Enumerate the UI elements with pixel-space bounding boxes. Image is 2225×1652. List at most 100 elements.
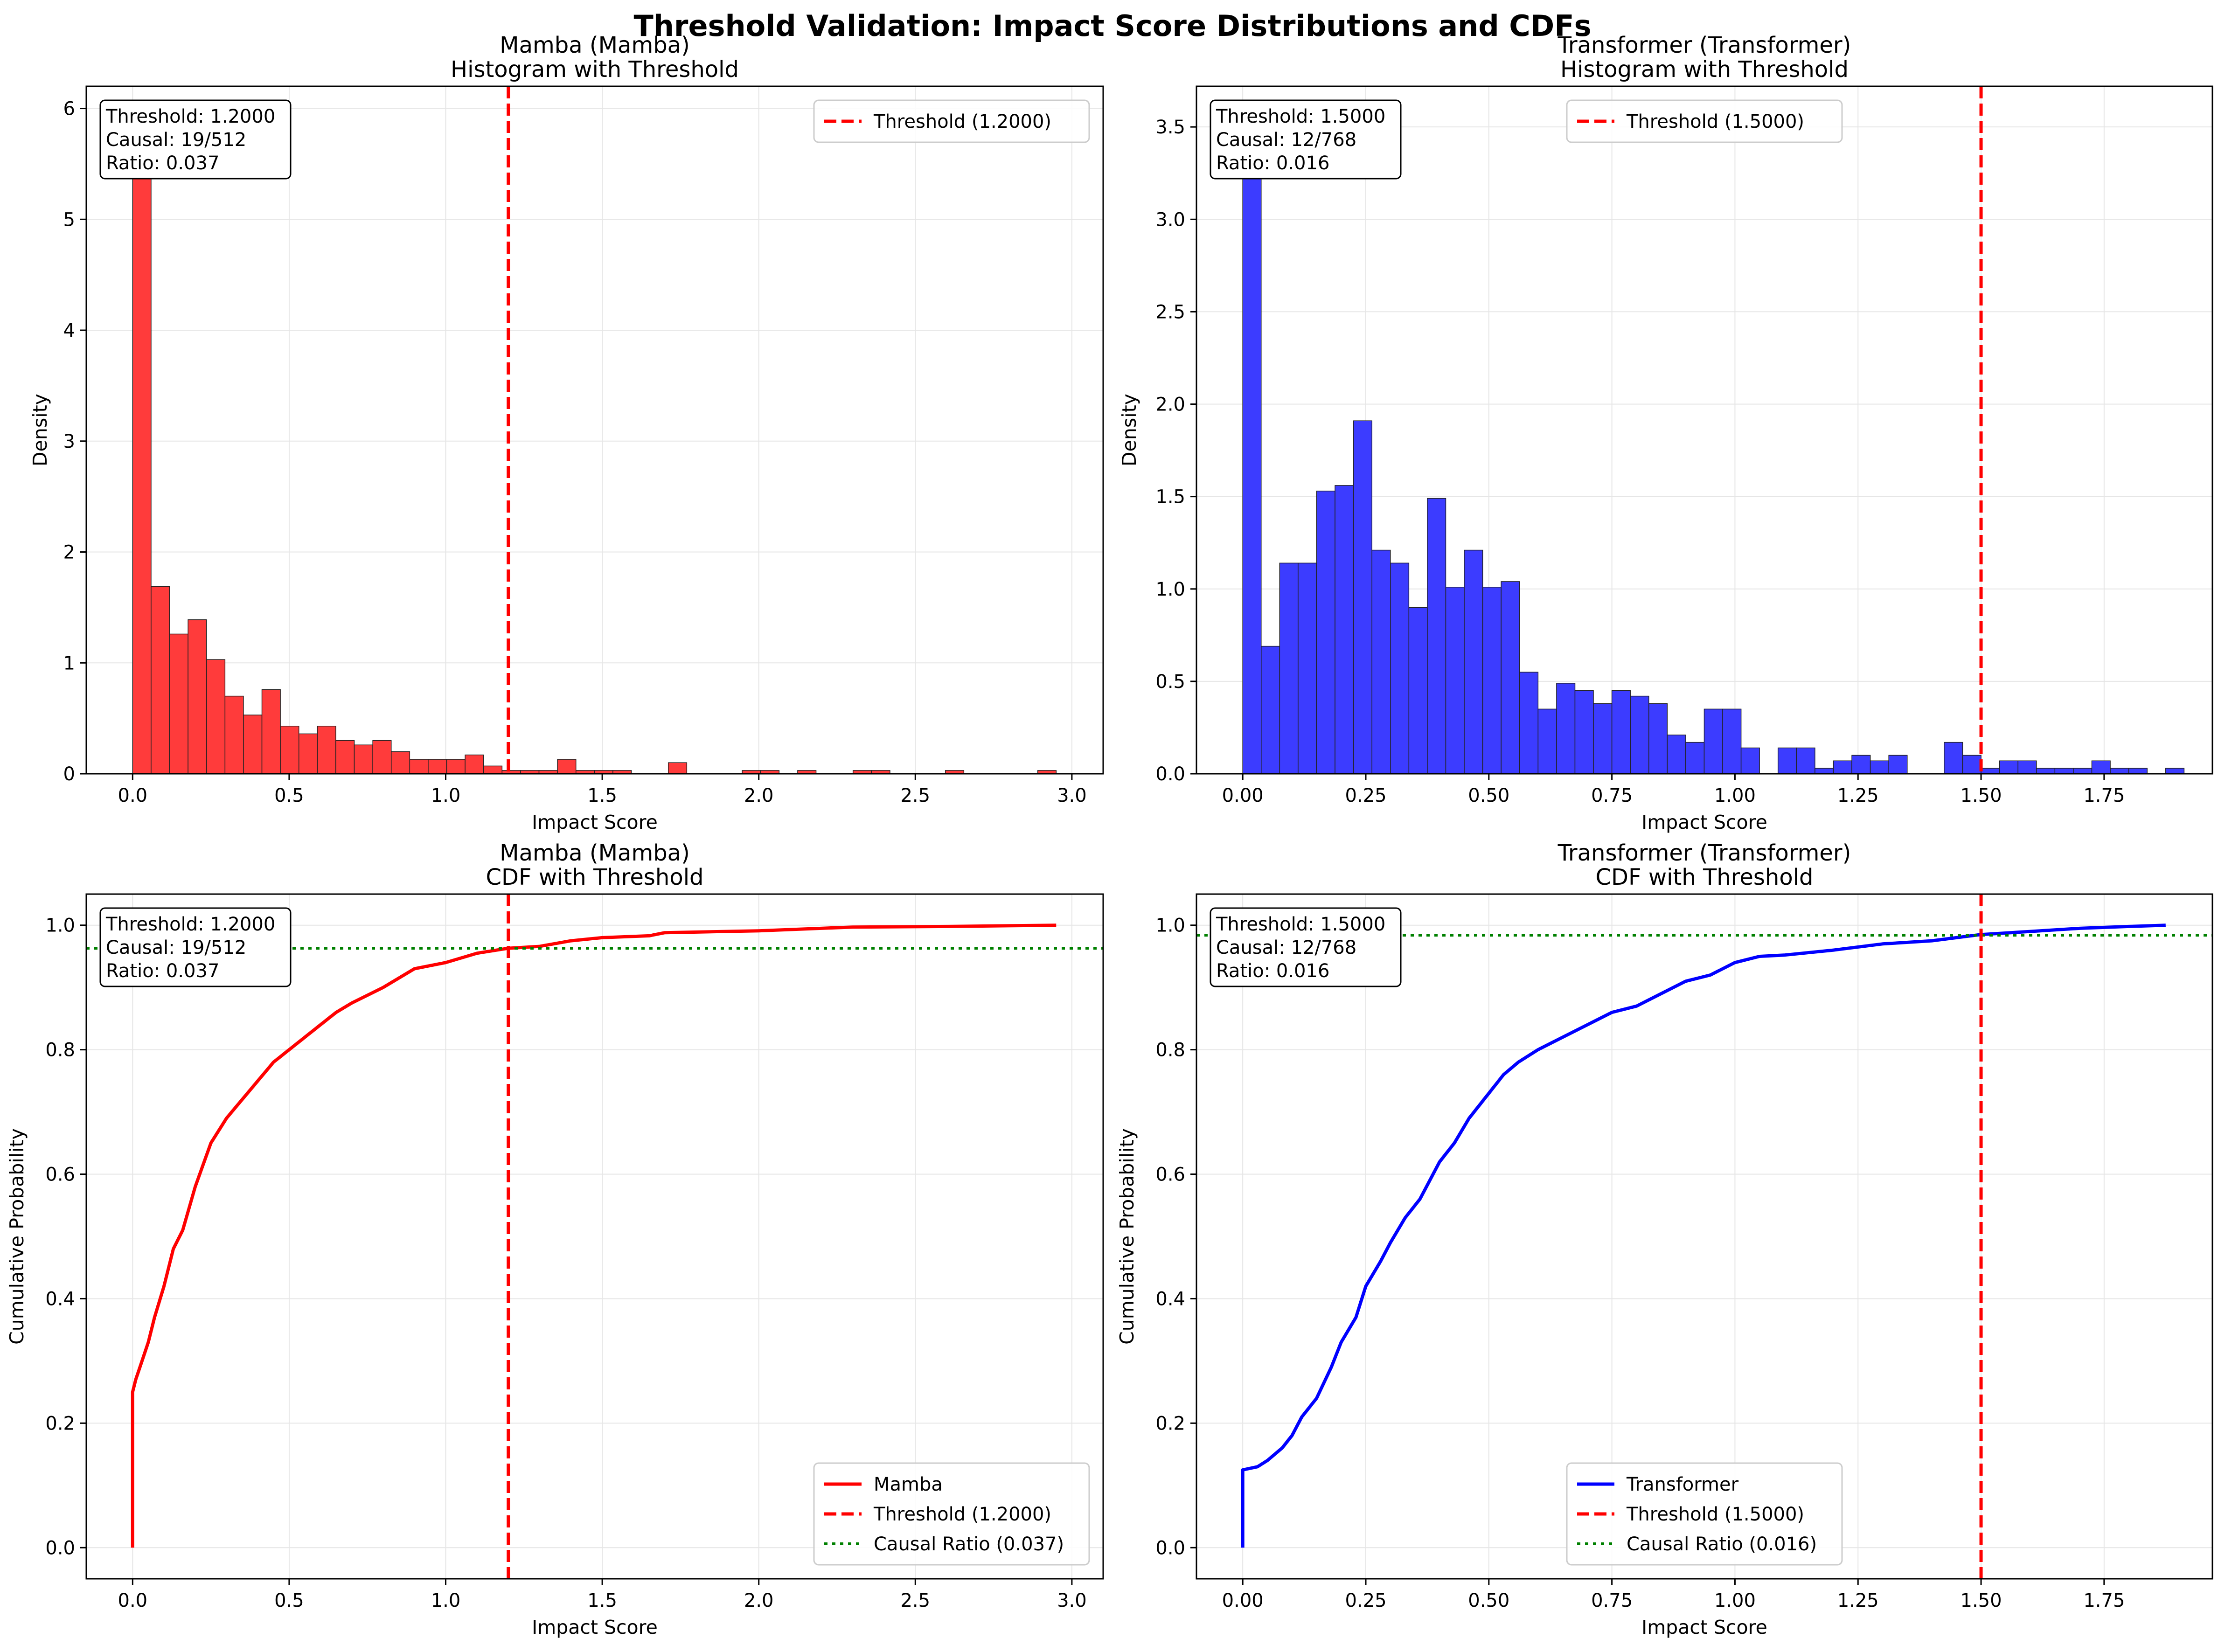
info-box-line: Causal: 19/512 — [106, 937, 246, 958]
histogram-bar — [1445, 587, 1465, 774]
y-tick-label: 1.5 — [1155, 486, 1185, 508]
info-box — [99, 907, 292, 987]
chart-panel-1: 0.00 0.25 0.50 0.75 1.00 1.25 1.50 1.75 0.0 0.5 1.… — [1118, 32, 2213, 833]
panels: 0.0 0.5 1.0 1.5 2.0 2.5 3.0 0 1 2 3 4 5 6 Impact Score… — [6, 32, 2213, 1638]
histogram-bar — [1962, 755, 1982, 774]
x-tick-label: 1.50 — [1961, 785, 2002, 806]
x-tick-label: 1.0 — [431, 785, 461, 806]
histogram-bar — [1870, 760, 1889, 774]
histogram-bar — [2054, 768, 2074, 774]
histogram-bar — [1574, 690, 1594, 774]
histogram-bar — [1630, 695, 1649, 774]
histogram-bar — [1833, 760, 1852, 774]
histogram-bar — [1888, 755, 1908, 774]
histogram-bar — [557, 759, 577, 774]
info-box — [1210, 99, 1402, 180]
histogram-bar — [1796, 747, 1815, 774]
x-tick-label: 1.75 — [2083, 1590, 2125, 1611]
histogram-bar — [2091, 760, 2111, 774]
y-tick-label: 0.6 — [1155, 1164, 1185, 1186]
x-tick-label: 1.0 — [431, 1590, 461, 1611]
x-tick-label: 0.75 — [1591, 785, 1633, 806]
histogram-bar — [409, 759, 429, 774]
x-tick-label: 1.25 — [1837, 785, 1879, 806]
axes-frame — [85, 85, 1104, 775]
x-axis-label: Impact Score — [532, 1616, 658, 1638]
histogram-bar — [2110, 768, 2129, 774]
legend-label: Threshold (1.2000) — [873, 111, 1051, 132]
histogram-bar — [1648, 703, 1668, 774]
y-tick-label: 1.0 — [1155, 579, 1185, 600]
histogram-bar — [1611, 690, 1631, 774]
histogram-bar — [446, 759, 466, 774]
x-tick-label: 1.75 — [2083, 785, 2125, 806]
legend-box — [1566, 99, 1843, 143]
y-tick-label: 0.6 — [45, 1164, 75, 1186]
histogram-bar — [1501, 581, 1520, 774]
legend-label: Threshold (1.5000) — [1626, 1504, 1804, 1525]
histogram-bar — [1279, 562, 1299, 774]
histogram-bar — [390, 751, 410, 774]
info-box-line: Threshold: 1.5000 — [1216, 914, 1385, 935]
info-box-line: Threshold: 1.2000 — [105, 914, 275, 935]
histogram-bar — [760, 770, 780, 774]
cdf-line-0 — [131, 923, 1057, 1548]
histogram-bar — [206, 659, 226, 774]
histogram-bar — [188, 619, 207, 774]
y-axis-label: Density — [1118, 394, 1140, 466]
y-axis-label: Density — [29, 394, 51, 466]
y-tick-label: 6 — [63, 98, 75, 120]
histogram-bar — [2017, 760, 2037, 774]
x-tick-label: 1.5 — [587, 785, 617, 806]
x-tick-label: 1.50 — [1961, 1590, 2002, 1611]
y-tick-label: 0.0 — [1155, 764, 1185, 785]
x-tick-label: 2.5 — [900, 785, 930, 806]
histogram-bar — [1261, 646, 1280, 774]
histogram-bar — [1464, 549, 1483, 774]
histogram-bar — [243, 715, 263, 774]
data-layer — [132, 86, 1057, 774]
y-tick-label: 1.0 — [45, 915, 75, 937]
histogram-bar — [1815, 768, 1834, 774]
y-tick-label: 4 — [63, 320, 75, 341]
chart-title-line: Histogram with Threshold — [451, 56, 739, 83]
chart-title-line: Transformer (Transformer) — [1558, 840, 1851, 866]
y-tick-label: 2 — [63, 542, 75, 563]
y-tick-label: 0.4 — [45, 1288, 75, 1310]
histogram-bar — [1037, 770, 1057, 774]
legend-box — [1566, 1462, 1843, 1566]
legend-label: Transformer — [1626, 1474, 1739, 1495]
x-tick-label: 1.00 — [1714, 1590, 1756, 1611]
histogram-bar — [354, 744, 373, 774]
histogram-bar — [1242, 113, 1262, 774]
info-box — [99, 99, 292, 180]
chart-panel-3: 0.00 0.25 0.50 0.75 1.00 1.25 1.50 1.75 0.0 0.2 0.… — [1116, 840, 2213, 1638]
x-tick-label: 1.00 — [1714, 785, 1756, 806]
histogram-bar — [1298, 562, 1317, 774]
histogram-bar — [2073, 768, 2093, 774]
x-tick-label: 0.5 — [274, 785, 304, 806]
histogram-bar — [280, 726, 299, 774]
legend-box — [813, 99, 1090, 143]
histogram-bar — [1778, 747, 1797, 774]
info-box-line: Causal: 12/768 — [1216, 129, 1356, 151]
x-tick-label: 0.0 — [118, 785, 148, 806]
histogram-bar — [428, 759, 447, 774]
x-tick-label: 2.5 — [900, 1590, 930, 1611]
y-tick-label: 3.5 — [1155, 117, 1185, 138]
histogram-bar — [372, 740, 392, 774]
x-tick-label: 0.25 — [1345, 1590, 1386, 1611]
info-box-line: Ratio: 0.016 — [1216, 960, 1329, 982]
histogram-bar — [261, 689, 281, 774]
x-tick-label: 0.50 — [1468, 1590, 1509, 1611]
histogram-bar — [1667, 735, 1686, 774]
histogram-bar — [1335, 485, 1354, 774]
chart-title-line: Transformer (Transformer) — [1558, 32, 1851, 58]
histogram-bar — [151, 586, 170, 774]
info-box-line: Threshold: 1.5000 — [1216, 106, 1385, 127]
histogram-bar — [1519, 672, 1539, 774]
chart-title-line: Mamba (Mamba) — [500, 840, 690, 866]
histogram-bar — [132, 117, 152, 774]
y-axis-label: Cumulative Probability — [6, 1128, 28, 1345]
histogram-bar — [1390, 562, 1410, 774]
